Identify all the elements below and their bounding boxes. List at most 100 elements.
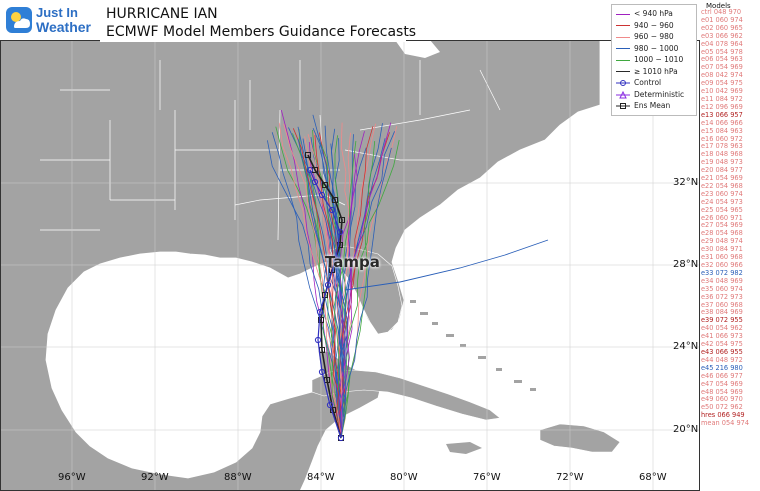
model-entry: e45 216 980 bbox=[701, 363, 743, 372]
model-entry: e43 066 955 bbox=[701, 347, 743, 356]
legend-line-swatch bbox=[616, 25, 630, 26]
model-entry: e02 060 965 bbox=[701, 23, 743, 32]
legend-label: 960 − 980 bbox=[634, 32, 674, 41]
state-borders bbox=[40, 60, 501, 241]
model-entry: e44 048 972 bbox=[701, 355, 743, 364]
model-entry: e13 066 957 bbox=[701, 110, 743, 119]
latitude-label: 28°N bbox=[673, 259, 699, 270]
weather-sun-icon bbox=[6, 7, 32, 33]
model-entry: e01 060 974 bbox=[701, 15, 743, 24]
legend-label: Ens Mean bbox=[634, 101, 671, 110]
forecast-tracks bbox=[267, 109, 549, 442]
control-marker bbox=[328, 206, 336, 214]
control-marker bbox=[337, 434, 345, 442]
legend-label: 980 − 1000 bbox=[634, 43, 679, 53]
pressure-legend: < 940 hPa 940 − 960 960 − 980 980 − 1000 100… bbox=[611, 4, 697, 116]
ensemble-track-line bbox=[298, 129, 342, 439]
model-entry: e36 072 973 bbox=[701, 292, 743, 301]
model-entry: e08 042 974 bbox=[701, 71, 743, 80]
legend-label: ≥ 1010 hPa bbox=[634, 66, 678, 76]
legend-line-swatch bbox=[616, 71, 630, 72]
control-marker bbox=[306, 166, 314, 174]
legend-line-swatch bbox=[616, 13, 630, 15]
model-entry: e25 054 965 bbox=[701, 205, 743, 214]
control-marker bbox=[324, 281, 332, 289]
control-marker bbox=[318, 191, 326, 199]
model-entry: e12 096 969 bbox=[701, 102, 743, 111]
ensemble-track-line bbox=[333, 140, 357, 439]
model-entry: e26 060 971 bbox=[701, 213, 743, 222]
longitude-label: 80°W bbox=[390, 472, 418, 483]
model-entry: e14 066 966 bbox=[701, 118, 743, 127]
longitude-label: 96°W bbox=[58, 472, 86, 483]
lake-shape bbox=[395, 40, 440, 58]
legend-label: Deterministic bbox=[634, 89, 685, 99]
model-entry: e17 078 963 bbox=[701, 142, 743, 151]
model-entry: e23 060 974 bbox=[701, 189, 743, 198]
ens-mean-marker bbox=[332, 197, 338, 203]
model-entry: e39 072 955 bbox=[701, 316, 743, 325]
ensemble-track-line bbox=[340, 153, 358, 439]
logo-text: Just In Weather bbox=[36, 5, 91, 35]
model-entry: e10 042 969 bbox=[701, 87, 743, 96]
model-entry: e32 060 966 bbox=[701, 261, 743, 269]
control-marker bbox=[332, 254, 340, 262]
model-entry: e11 084 972 bbox=[701, 94, 743, 103]
legend-marker-swatch bbox=[616, 102, 630, 110]
longitude-label: 76°W bbox=[473, 472, 501, 483]
model-entry: e49 060 970 bbox=[701, 395, 743, 404]
model-entry: e04 078 964 bbox=[701, 39, 743, 48]
control-marker bbox=[318, 368, 326, 376]
model-entry: e16 060 972 bbox=[701, 134, 743, 143]
legend-line-swatch bbox=[616, 59, 630, 61]
legend-entry: 980 − 1000 bbox=[616, 44, 678, 54]
legend-entry: 1000 − 1010 bbox=[616, 55, 683, 65]
model-entry: e38 084 969 bbox=[701, 308, 743, 317]
latitude-label: 20°N bbox=[673, 424, 699, 435]
ens-mean-marker bbox=[318, 317, 324, 323]
ensemble-track-line bbox=[344, 239, 549, 291]
longitude-label: 92°W bbox=[141, 472, 169, 483]
legend-entry: Deterministic bbox=[616, 90, 684, 100]
model-entry: e50 072 962 bbox=[701, 403, 743, 412]
model-entry: e37 060 968 bbox=[701, 300, 743, 309]
control-marker bbox=[314, 336, 322, 344]
ens-mean-marker bbox=[322, 182, 328, 188]
model-entry: e29 048 974 bbox=[701, 237, 743, 246]
model-entry: e09 054 975 bbox=[701, 79, 743, 88]
model-entry: ctrl 048 970 bbox=[701, 8, 742, 16]
model-entry: e20 084 977 bbox=[701, 166, 743, 175]
model-entry: e22 054 968 bbox=[701, 181, 743, 190]
model-entry: e40 054 962 bbox=[701, 324, 743, 333]
model-entry: e46 066 977 bbox=[701, 371, 743, 380]
just-in-weather-logo: Just In Weather bbox=[4, 4, 98, 38]
ensemble-track-line bbox=[314, 135, 342, 439]
control-marker bbox=[336, 228, 344, 236]
logo-line1: Just In bbox=[36, 5, 78, 20]
model-entry: e21 054 969 bbox=[701, 174, 743, 183]
map-title: HURRICANE IAN bbox=[106, 6, 218, 22]
model-entry: e31 060 968 bbox=[701, 253, 743, 262]
control-marker bbox=[316, 308, 324, 316]
model-entry: hres 066 949 bbox=[701, 411, 745, 420]
legend-label: 1000 − 1010 bbox=[634, 55, 684, 64]
model-entry: e03 066 962 bbox=[701, 31, 743, 40]
map-gridlines bbox=[0, 40, 700, 490]
ensemble-track-line bbox=[340, 141, 376, 439]
ensemble-track-line bbox=[338, 122, 392, 439]
ensemble-track-line bbox=[338, 126, 374, 439]
ensemble-track-line bbox=[280, 109, 342, 439]
model-entry: e47 054 969 bbox=[701, 379, 743, 388]
control-marker bbox=[311, 178, 319, 186]
longitude-label: 72°W bbox=[556, 472, 584, 483]
model-entry: e05 054 978 bbox=[701, 47, 743, 56]
legend-line-swatch bbox=[616, 48, 630, 49]
hispaniola-island bbox=[539, 423, 621, 453]
legend-entry: Ens Mean bbox=[616, 101, 670, 111]
models-list-title: Models bbox=[706, 2, 731, 10]
longitude-label: 84°W bbox=[307, 472, 335, 483]
control-marker bbox=[326, 401, 334, 409]
model-entry: e33 072 982 bbox=[701, 268, 743, 277]
model-entry: mean 054 974 bbox=[701, 419, 750, 428]
model-entry: e28 054 968 bbox=[701, 229, 743, 238]
